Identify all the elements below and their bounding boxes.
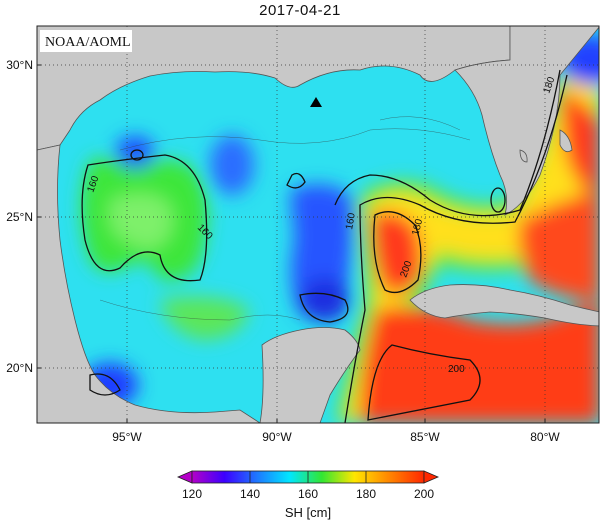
contour-160-west	[81, 154, 208, 282]
contour-sw	[89, 373, 121, 396]
colorbar: 120 140 160 180 200 SH [cm]	[176, 470, 440, 520]
mexico-west	[37, 144, 261, 423]
graticule	[37, 26, 599, 423]
contour-florida-straits	[490, 187, 506, 213]
contour-160-lc	[334, 69, 561, 217]
map-title: 2017-04-21	[259, 2, 341, 19]
lon-axis: 95°W 90°W 85°W 80°W	[112, 430, 560, 444]
colorbar-tick: 160	[298, 487, 318, 501]
lat-tick-label: 30°N	[6, 58, 33, 72]
sea-height-field	[81, 35, 599, 423]
contour-nw-spot	[130, 149, 144, 161]
lon-tick-label: 95°W	[112, 430, 142, 444]
credit-label: NOAA/AOML	[45, 35, 131, 50]
tick-marks	[37, 64, 546, 423]
lon-tick-label: 80°W	[530, 430, 560, 444]
map-frame	[36, 25, 600, 424]
colorbar-tick: 120	[182, 487, 202, 501]
yucatan	[259, 327, 361, 423]
cuba	[409, 284, 599, 327]
contour-label: 200	[448, 364, 465, 375]
colorbar-tick: 180	[356, 487, 376, 501]
map-panel	[37, 26, 599, 423]
lat-tick-label: 20°N	[6, 361, 33, 375]
bahamas	[559, 129, 573, 153]
lon-tick-label: 85°W	[410, 430, 440, 444]
florida	[454, 26, 599, 216]
land	[37, 26, 599, 423]
bahamas-2	[519, 149, 528, 163]
station-marker	[310, 97, 322, 107]
contours-minor	[99, 116, 471, 321]
colorbar-label: SH [cm]	[285, 505, 331, 520]
contour-south	[299, 292, 349, 323]
contour-180-lc	[344, 74, 568, 423]
contours-major	[81, 69, 568, 423]
colorbar-tick: 140	[240, 487, 260, 501]
contour-label: 160	[344, 212, 358, 231]
colorbar-min-arrow	[176, 470, 193, 484]
us-gulf-coast	[37, 26, 511, 151]
contour-160-small	[286, 172, 306, 189]
contour-200-south	[367, 344, 481, 421]
contour-label: 180	[410, 217, 425, 236]
lat-tick-label: 25°N	[6, 210, 33, 224]
colorbar-max-arrow	[423, 470, 440, 484]
contour-200-north	[373, 211, 422, 294]
credit-box	[40, 30, 132, 52]
colorbar-tick: 200	[414, 487, 434, 501]
lat-axis: 30°N 25°N 20°N	[6, 58, 33, 375]
lon-tick-label: 90°W	[262, 430, 292, 444]
